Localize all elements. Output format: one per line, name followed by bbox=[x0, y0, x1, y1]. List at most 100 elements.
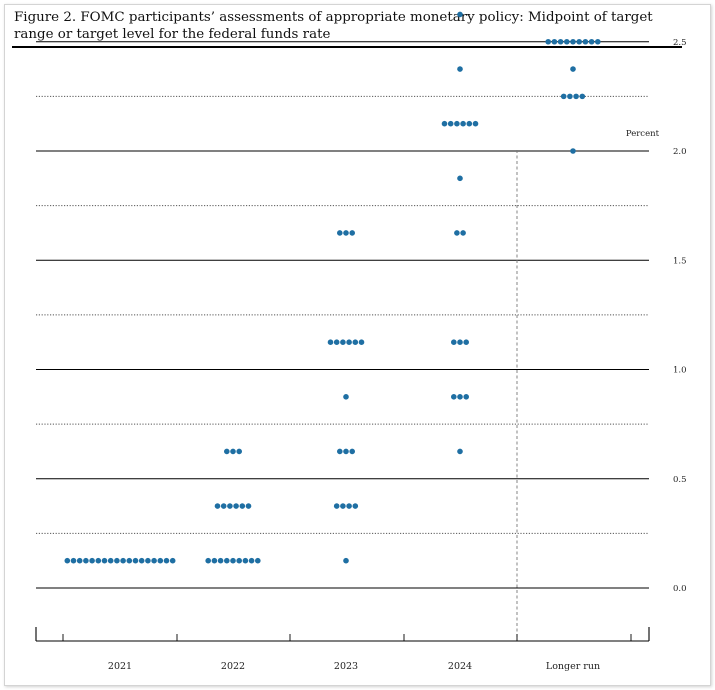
participant-dot bbox=[233, 503, 239, 509]
participant-dot bbox=[230, 557, 236, 564]
participant-dot bbox=[545, 38, 551, 45]
participant-dot bbox=[89, 557, 95, 564]
participant-dot bbox=[236, 557, 242, 564]
participant-dot bbox=[242, 557, 249, 564]
participant-dot bbox=[70, 557, 77, 564]
participant-dot bbox=[595, 38, 601, 45]
participant-dot bbox=[114, 557, 120, 564]
participant-dot bbox=[239, 503, 246, 509]
participant-dot bbox=[138, 557, 145, 564]
participant-dot bbox=[457, 175, 463, 182]
participant-dot bbox=[460, 120, 466, 127]
y-unit-label: Percent bbox=[626, 129, 660, 139]
participant-dot bbox=[346, 339, 352, 345]
participant-dot bbox=[217, 557, 224, 564]
participant-dot bbox=[254, 557, 261, 564]
participant-dot bbox=[343, 394, 349, 400]
participant-dot bbox=[457, 394, 463, 400]
participant-dot bbox=[327, 339, 334, 345]
participant-dot bbox=[570, 66, 576, 72]
participant-dot bbox=[352, 503, 359, 509]
x-category-label: 2022 bbox=[221, 661, 245, 672]
participant-dot bbox=[463, 339, 470, 345]
participant-dot bbox=[120, 557, 126, 564]
participant-dot bbox=[551, 38, 558, 45]
participant-dot bbox=[151, 557, 157, 564]
participant-dot bbox=[64, 557, 71, 564]
participant-dot bbox=[169, 557, 176, 564]
participant-dot bbox=[145, 557, 151, 564]
participant-dot bbox=[460, 230, 466, 236]
participant-dot bbox=[333, 339, 340, 345]
participant-dot bbox=[463, 394, 470, 400]
participant-dot bbox=[340, 339, 346, 345]
participant-dot bbox=[76, 557, 83, 564]
participant-dot bbox=[560, 93, 567, 100]
participant-dot bbox=[451, 339, 457, 345]
participant-dot bbox=[451, 394, 457, 400]
participant-dot bbox=[457, 448, 463, 455]
x-category-label: 2024 bbox=[448, 661, 472, 672]
participant-dot bbox=[126, 557, 133, 564]
participant-dot bbox=[343, 230, 349, 236]
y-tick-label: 0.5 bbox=[673, 475, 687, 485]
participant-dot bbox=[205, 557, 211, 564]
participant-dot bbox=[567, 93, 573, 100]
x-category-label: 2021 bbox=[108, 661, 132, 672]
participant-dot bbox=[349, 448, 356, 455]
participant-dot bbox=[447, 120, 454, 127]
participant-dot bbox=[83, 557, 89, 564]
participant-dot bbox=[579, 93, 586, 100]
participant-dot bbox=[570, 148, 576, 154]
participant-dot bbox=[466, 120, 473, 127]
y-tick-label: 2.0 bbox=[673, 147, 687, 157]
y-tick-label: 1.5 bbox=[673, 256, 687, 266]
participant-dot bbox=[337, 448, 343, 455]
participant-dot bbox=[472, 120, 479, 127]
y-tick-label: 0.0 bbox=[673, 584, 687, 594]
y-tick-label: 1.0 bbox=[673, 366, 687, 376]
participant-dot bbox=[340, 503, 346, 509]
participant-dot bbox=[245, 503, 252, 509]
participant-dot bbox=[570, 38, 576, 45]
x-category-label: Longer run bbox=[546, 661, 600, 672]
figure-frame bbox=[4, 4, 711, 686]
participant-dot bbox=[582, 38, 589, 45]
participant-dot bbox=[132, 557, 139, 564]
participant-dot bbox=[95, 557, 102, 564]
participant-dot bbox=[454, 120, 460, 127]
figure-title: Figure 2. FOMC participants’ assessments… bbox=[14, 10, 653, 42]
participant-dot bbox=[224, 557, 230, 564]
participant-dot bbox=[588, 38, 595, 45]
participant-dot bbox=[343, 448, 349, 455]
title-rule bbox=[12, 46, 682, 48]
participant-dot bbox=[163, 557, 170, 564]
participant-dot bbox=[333, 503, 340, 509]
participant-dot bbox=[220, 503, 227, 509]
participant-dot bbox=[454, 230, 460, 236]
participant-dot bbox=[576, 38, 582, 45]
participant-dot bbox=[236, 448, 242, 455]
participant-dot bbox=[101, 557, 108, 564]
participant-dot bbox=[157, 557, 164, 564]
participant-dot bbox=[457, 66, 463, 72]
participant-dot bbox=[211, 557, 218, 564]
participant-dot bbox=[107, 557, 114, 564]
participant-dot bbox=[457, 11, 463, 18]
participant-dot bbox=[337, 230, 343, 236]
participant-dot bbox=[349, 230, 356, 236]
participant-dot bbox=[346, 503, 352, 509]
participant-dot bbox=[214, 503, 221, 509]
participant-dot bbox=[343, 557, 349, 564]
participant-dot bbox=[248, 557, 255, 564]
participant-dot bbox=[227, 503, 233, 509]
participant-dot bbox=[230, 448, 236, 455]
participant-dot bbox=[441, 120, 448, 127]
participant-dot bbox=[358, 339, 365, 345]
participant-dot bbox=[457, 339, 463, 345]
participant-dot bbox=[224, 448, 230, 455]
participant-dot bbox=[564, 38, 570, 45]
participant-dot bbox=[573, 93, 579, 100]
participant-dot bbox=[352, 339, 359, 345]
